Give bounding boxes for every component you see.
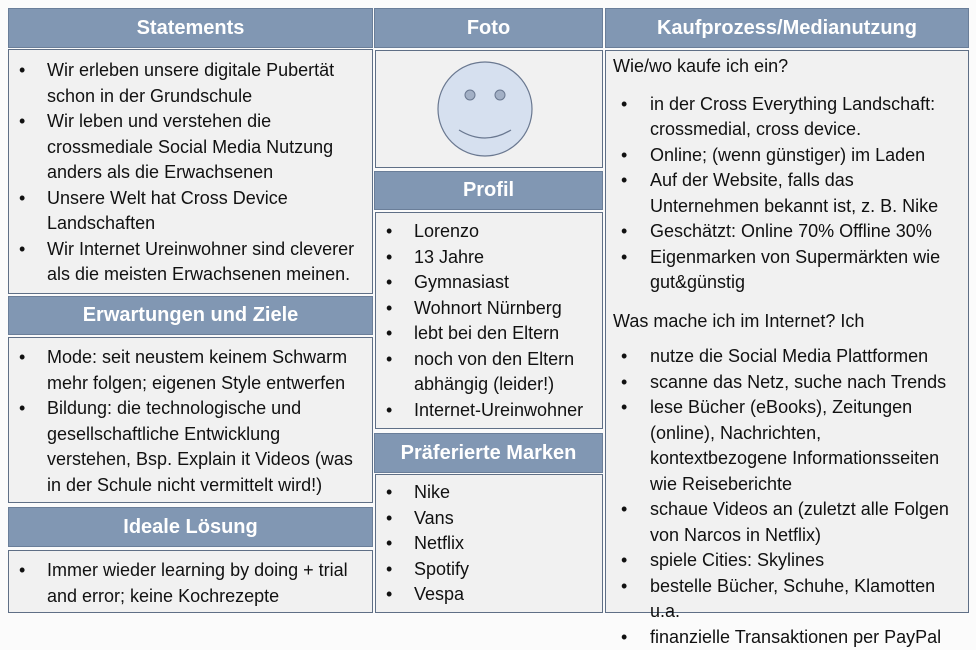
list-item: Internet-Ureinwohner [376, 398, 602, 424]
list-item: Wir leben und verstehen die crossmediale… [9, 109, 372, 186]
list-item: Netflix [376, 531, 602, 557]
loesung-box: Immer wieder learning by doing + trial a… [8, 550, 373, 613]
list-item: bestelle Bücher, Schuhe, Klamotten u.a. [613, 574, 962, 625]
list-item: scanne das Netz, suche nach Trends [613, 370, 962, 396]
list-item: Spotify [376, 557, 602, 583]
list-item: Auf der Website, falls das Unternehmen b… [613, 168, 962, 219]
list-item: Mode: seit neustem keinem Schwarm mehr f… [9, 345, 372, 396]
list-item: Wir erleben unsere digitale Pubertät sch… [9, 58, 372, 109]
internet-list: nutze die Social Media Plattformen scann… [613, 344, 962, 650]
foto-box [375, 50, 603, 168]
profil-box: Lorenzo 13 Jahre Gymnasiast Wohnort Nürn… [375, 212, 603, 429]
loesung-header: Ideale Lösung [8, 507, 373, 547]
statements-list: Wir erleben unsere digitale Pubertät sch… [9, 58, 372, 288]
marken-list: Nike Vans Netflix Spotify Vespa [376, 480, 602, 608]
list-item: Wir Internet Ureinwohner sind cleverer a… [9, 237, 372, 288]
question-internet: Was mache ich im Internet? Ich [613, 309, 962, 335]
list-item: Gymnasiast [376, 270, 602, 296]
question-einkauf: Wie/wo kaufe ich ein? [613, 54, 962, 80]
profil-header: Profil [374, 171, 603, 210]
list-item: schaue Videos an (zuletzt alle Folgen vo… [613, 497, 962, 548]
list-item: in der Cross Everything Landschaft: cros… [613, 92, 962, 143]
statements-box: Wir erleben unsere digitale Pubertät sch… [8, 49, 373, 294]
kauf-box: Wie/wo kaufe ich ein? in der Cross Every… [605, 50, 969, 613]
loesung-list: Immer wieder learning by doing + trial a… [9, 558, 372, 609]
profil-list: Lorenzo 13 Jahre Gymnasiast Wohnort Nürn… [376, 219, 602, 423]
kauf-header: Kaufprozess/Medianutzung [605, 8, 969, 48]
list-item: Vespa [376, 582, 602, 608]
marken-box: Nike Vans Netflix Spotify Vespa [375, 474, 603, 613]
list-item: Wohnort Nürnberg [376, 296, 602, 322]
statements-header: Statements [8, 8, 373, 48]
list-item: Bildung: die technologische und gesellsc… [9, 396, 372, 498]
foto-header: Foto [374, 8, 603, 48]
list-item: Online; (wenn günstiger) im Laden [613, 143, 962, 169]
list-item: Lorenzo [376, 219, 602, 245]
kauf-list: in der Cross Everything Landschaft: cros… [613, 92, 962, 296]
list-item: Unsere Welt hat Cross Device Landschafte… [9, 186, 372, 237]
list-item: noch von den Eltern abhängig (leider!) [376, 347, 602, 398]
smiley-face-icon [376, 51, 602, 167]
list-item: nutze die Social Media Plattformen [613, 344, 962, 370]
list-item: 13 Jahre [376, 245, 602, 271]
list-item: Geschätzt: Online 70% Offline 30% [613, 219, 962, 245]
list-item: Nike [376, 480, 602, 506]
erwartungen-header: Erwartungen und Ziele [8, 296, 373, 335]
list-item: Immer wieder learning by doing + trial a… [9, 558, 372, 609]
list-item: finanzielle Transaktionen per PayPal [613, 625, 962, 650]
marken-header: Präferierte Marken [374, 433, 603, 473]
list-item: lese Bücher (eBooks), Zeitungen (online)… [613, 395, 962, 497]
list-item: spiele Cities: Skylines [613, 548, 962, 574]
list-item: lebt bei den Eltern [376, 321, 602, 347]
list-item: Vans [376, 506, 602, 532]
erwartungen-box: Mode: seit neustem keinem Schwarm mehr f… [8, 337, 373, 503]
erwartungen-list: Mode: seit neustem keinem Schwarm mehr f… [9, 345, 372, 498]
list-item: Eigenmarken von Supermärkten wie gut&gün… [613, 245, 962, 296]
